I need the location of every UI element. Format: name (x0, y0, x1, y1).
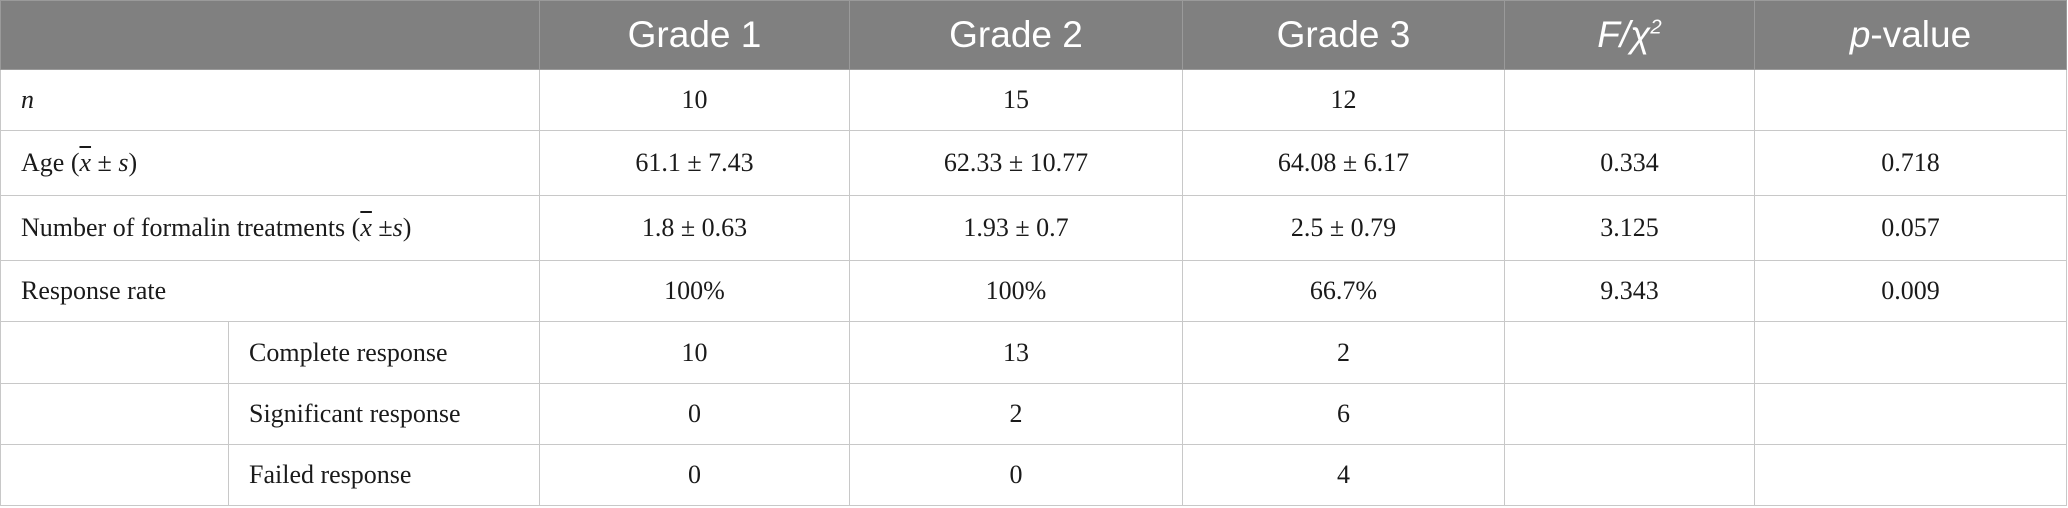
table-row: n 10 15 12 (0, 69, 2067, 131)
header-p-suffix: -value (1870, 14, 1972, 55)
row-label-close: ) (402, 213, 412, 242)
plusminus-symbol: ± (91, 148, 119, 177)
row-label: Response rate (0, 260, 540, 322)
header-statistic-superscript: 2 (1650, 16, 1662, 39)
cell-grade-2: 0 (849, 444, 1183, 506)
cell-grade-3: 64.08 ± 6.17 (1182, 130, 1505, 196)
cell-statistic (1504, 321, 1755, 384)
cell-statistic (1504, 383, 1755, 445)
header-grade-2: Grade 2 (849, 0, 1183, 70)
cell-statistic (1504, 444, 1755, 506)
header-statistic: F/χ2 (1504, 0, 1755, 70)
cell-statistic: 0.334 (1504, 130, 1755, 196)
row-label-text: Age ( (21, 148, 80, 177)
plusminus-symbol: ± (371, 213, 393, 242)
cell-statistic: 9.343 (1504, 260, 1755, 322)
cell-grade-3: 2.5 ± 0.79 (1182, 195, 1505, 261)
row-label: Number of formalin treatments (x ±s) (0, 195, 540, 261)
indent-cell (0, 444, 229, 506)
header-grade-3: Grade 3 (1182, 0, 1505, 70)
row-label-close: ) (128, 148, 138, 177)
cell-p-value (1754, 383, 2067, 445)
row-label: Age (x ± s) (0, 130, 540, 196)
cell-grade-3: 12 (1182, 69, 1505, 131)
cell-p-value: 0.718 (1754, 130, 2067, 196)
header-statistic-label: F/χ (1597, 14, 1651, 55)
row-label: n (0, 69, 540, 131)
table-row: Age (x ± s) 61.1 ± 7.43 62.33 ± 10.77 64… (0, 130, 2067, 196)
cell-grade-1: 10 (539, 69, 850, 131)
header-row: Grade 1 Grade 2 Grade 3 F/χ2 p-value (0, 0, 2067, 70)
cell-grade-2: 13 (849, 321, 1183, 384)
sd-symbol: s (392, 213, 403, 242)
table-row: Significant response 0 2 6 (0, 383, 2067, 445)
row-label: Failed response (228, 444, 540, 506)
cell-p-value (1754, 69, 2067, 131)
row-label-text: Number of formalin treatments ( (21, 213, 361, 242)
table-row: Failed response 0 0 4 (0, 444, 2067, 506)
cell-grade-2: 2 (849, 383, 1183, 445)
cell-grade-2: 62.33 ± 10.77 (849, 130, 1183, 196)
cell-grade-1: 10 (539, 321, 850, 384)
cell-grade-2: 15 (849, 69, 1183, 131)
cell-grade-3: 4 (1182, 444, 1505, 506)
cell-grade-1: 100% (539, 260, 850, 322)
cell-statistic: 3.125 (1504, 195, 1755, 261)
header-blank-cell (0, 0, 540, 70)
row-label: Significant response (228, 383, 540, 445)
cell-p-value: 0.009 (1754, 260, 2067, 322)
cell-grade-3: 6 (1182, 383, 1505, 445)
cell-grade-3: 66.7% (1182, 260, 1505, 322)
cell-grade-3: 2 (1182, 321, 1505, 384)
header-grade-1: Grade 1 (539, 0, 850, 70)
table-row: Complete response 10 13 2 (0, 321, 2067, 384)
cell-grade-2: 100% (849, 260, 1183, 322)
cell-statistic (1504, 69, 1755, 131)
table-row: Number of formalin treatments (x ±s) 1.8… (0, 195, 2067, 261)
header-p-value: p-value (1754, 0, 2067, 70)
cell-grade-2: 1.93 ± 0.7 (849, 195, 1183, 261)
sd-symbol: s (118, 148, 129, 177)
cell-grade-1: 0 (539, 383, 850, 445)
mean-symbol: x (79, 148, 92, 177)
indent-cell (0, 383, 229, 445)
table-row: Response rate 100% 100% 66.7% 9.343 0.00… (0, 260, 2067, 322)
header-p-letter: p (1849, 14, 1871, 55)
row-label: Complete response (228, 321, 540, 384)
cell-grade-1: 61.1 ± 7.43 (539, 130, 850, 196)
cell-grade-1: 1.8 ± 0.63 (539, 195, 850, 261)
cell-p-value (1754, 321, 2067, 384)
indent-cell (0, 321, 229, 384)
mean-symbol: x (360, 213, 372, 242)
cell-grade-1: 0 (539, 444, 850, 506)
cell-p-value: 0.057 (1754, 195, 2067, 261)
cell-p-value (1754, 444, 2067, 506)
